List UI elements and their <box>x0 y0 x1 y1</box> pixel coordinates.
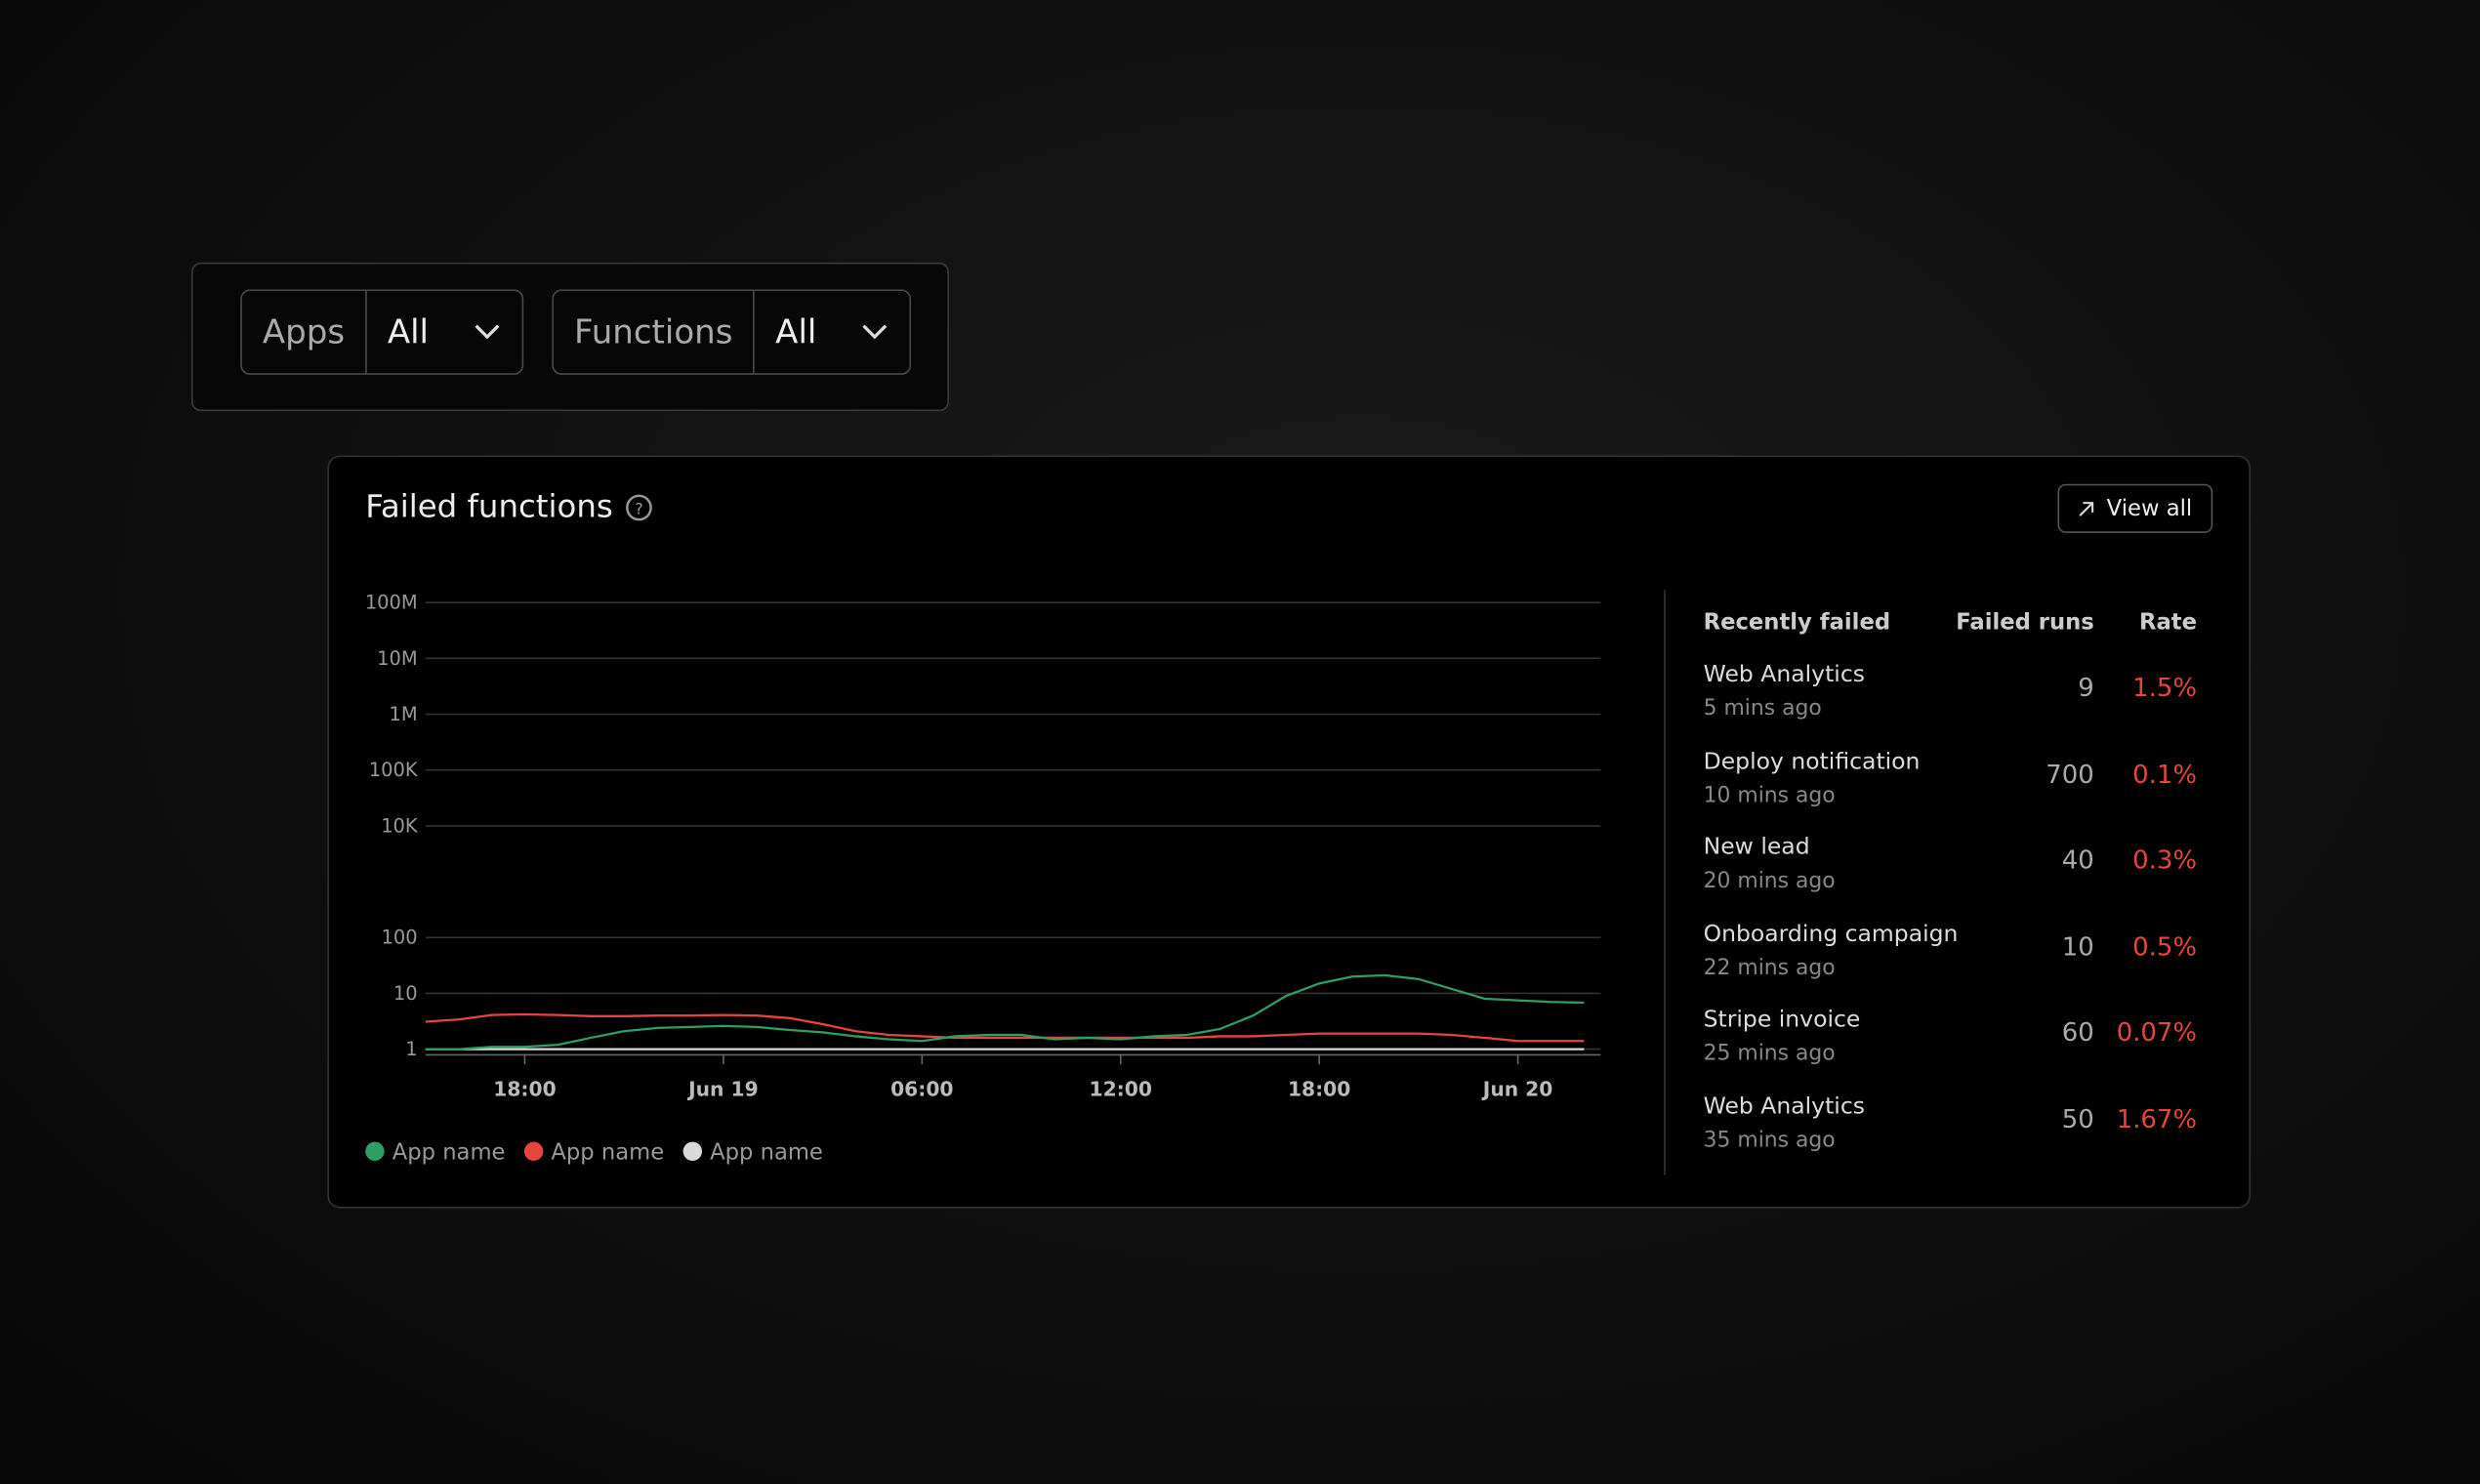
legend-swatch <box>523 1141 544 1162</box>
x-tick-label: 12:00 <box>1090 1078 1152 1101</box>
rate: 0.3% <box>2132 845 2198 875</box>
filter-label: Apps <box>262 312 346 351</box>
button-label: View all <box>2106 495 2193 521</box>
rate: 0.07% <box>2116 1016 2198 1048</box>
failed-runs: 50 <box>2061 1102 2094 1134</box>
failed-runs: 700 <box>2046 758 2094 789</box>
time-ago: 10 mins ago <box>1703 782 1836 807</box>
y-tick-label: 1M <box>390 703 418 725</box>
filter-value[interactable]: All <box>753 291 910 374</box>
y-tick-label: 10M <box>377 647 417 670</box>
apps-filter[interactable]: Apps All <box>240 289 524 375</box>
svg-text:?: ? <box>635 499 643 517</box>
time-ago: 35 mins ago <box>1703 1127 1836 1153</box>
function-name: Onboarding campaign <box>1703 921 1959 947</box>
time-ago: 25 mins ago <box>1703 1040 1836 1066</box>
y-tick-label: 1 <box>405 1038 417 1060</box>
divider <box>1664 590 1666 1175</box>
x-tick-label: 18:00 <box>493 1078 556 1101</box>
legend-swatch <box>365 1141 385 1162</box>
legend-swatch <box>682 1141 703 1162</box>
column-header: Recently failed <box>1703 610 1891 637</box>
x-tick-label: 06:00 <box>890 1078 953 1101</box>
arrow-icon <box>2079 501 2094 516</box>
filter-bar <box>191 262 949 412</box>
y-tick-label: 100 <box>382 927 418 949</box>
column-header: Rate <box>2139 610 2198 637</box>
failed-runs: 9 <box>2078 672 2094 703</box>
rate: 1.67% <box>2116 1102 2198 1134</box>
time-ago: 22 mins ago <box>1703 954 1836 980</box>
time-ago: 20 mins ago <box>1703 868 1836 894</box>
function-name: New lead <box>1703 835 1810 861</box>
time-ago: 5 mins ago <box>1703 695 1822 721</box>
failed-runs: 40 <box>2061 845 2094 875</box>
functions-filter[interactable]: Functions All <box>552 289 912 375</box>
y-tick-label: 10 <box>393 982 418 1005</box>
legend-label: App name <box>710 1139 823 1165</box>
series-line <box>425 1012 1585 1043</box>
x-tick-label: 18:00 <box>1288 1078 1350 1101</box>
view-all-button[interactable]: View all <box>2057 483 2213 533</box>
rate: 0.5% <box>2132 930 2198 962</box>
value: All <box>387 312 430 351</box>
y-tick-label: 100M <box>365 592 418 614</box>
rate: 0.1% <box>2132 758 2198 789</box>
y-tick-label: 100K <box>369 759 419 781</box>
y-tick-label: 10K <box>381 814 419 837</box>
function-name: Stripe invoice <box>1703 1007 1861 1033</box>
function-name: Deploy notification <box>1703 749 1921 774</box>
column-header: Failed runs <box>1956 610 2094 637</box>
legend-label: App name <box>551 1139 664 1165</box>
filter-value[interactable]: All <box>365 291 521 374</box>
x-tick-label: Jun 19 <box>686 1078 759 1101</box>
x-tick-label: Jun 20 <box>1481 1078 1553 1101</box>
filter-label: Functions <box>574 312 733 351</box>
panel <box>327 455 2252 1209</box>
function-name: Web Analytics <box>1703 1093 1865 1120</box>
legend-label: App name <box>393 1139 506 1165</box>
function-name: Web Analytics <box>1703 662 1865 688</box>
series-line <box>425 973 1585 1051</box>
failed-runs: 60 <box>2061 1016 2094 1048</box>
value: All <box>775 312 817 351</box>
rate: 1.5% <box>2132 672 2198 703</box>
chevron <box>475 324 500 340</box>
help-icon[interactable]: ? <box>625 493 653 521</box>
failed-runs: 10 <box>2061 930 2094 962</box>
chevron <box>862 324 888 340</box>
panel-title: Failed functions <box>365 486 613 525</box>
